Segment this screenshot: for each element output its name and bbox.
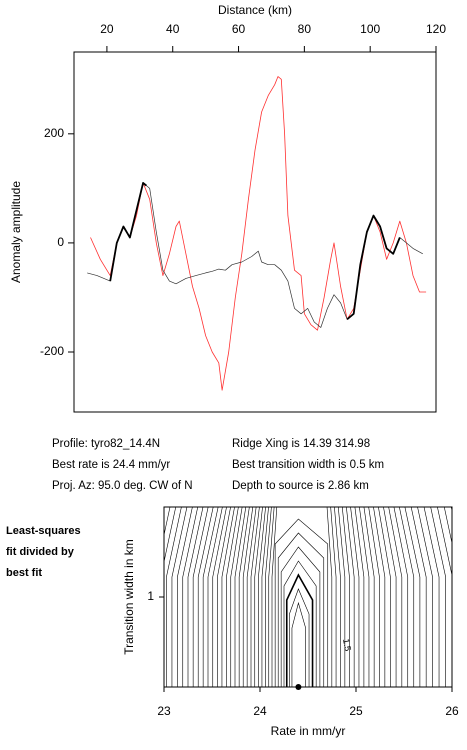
x-tick-label: 26 — [445, 704, 459, 718]
contour-line — [164, 507, 177, 564]
contour-line — [250, 507, 360, 687]
side-label: best fit — [6, 567, 42, 579]
contour-line — [202, 507, 421, 687]
x-tick-label: 60 — [232, 22, 246, 36]
contour-line — [118, 507, 467, 687]
contour-line — [166, 507, 452, 687]
contour-line — [285, 573, 314, 687]
contours — [78, 507, 467, 687]
x-tick-label: 80 — [298, 22, 312, 36]
contour-line — [207, 507, 415, 687]
contour-line — [246, 507, 365, 687]
contour-line — [125, 507, 467, 687]
contour-line — [258, 507, 350, 687]
x-tick-label: 20 — [100, 22, 114, 36]
contour-line — [280, 546, 321, 687]
contour-line — [212, 507, 409, 687]
contour-line — [164, 507, 171, 537]
contour-line — [78, 507, 467, 687]
contour-line — [242, 507, 370, 687]
contour-line — [261, 507, 346, 687]
contour-line — [271, 507, 333, 687]
info-text: Best rate is 24.4 mm/yr — [52, 459, 170, 471]
info-text: Profile: tyro82_14.4N — [52, 438, 160, 450]
x-tick-label: 25 — [349, 704, 363, 718]
info-text: Proj. Az: 95.0 deg. CW of N — [52, 480, 193, 492]
contour-line — [277, 532, 325, 687]
contour-label: 1.5 — [341, 638, 353, 652]
contour-line — [283, 560, 317, 687]
y-tick-label: 0 — [57, 235, 64, 249]
contour-line — [192, 507, 433, 687]
contour-line — [226, 507, 391, 687]
contour-line — [274, 518, 329, 687]
x-tick-label: 120 — [426, 22, 446, 36]
profile-line — [90, 76, 427, 391]
y-axis-label: Transition width in km — [122, 539, 136, 655]
x-tick-label: 40 — [166, 22, 180, 36]
contour-line — [187, 507, 440, 687]
x-tick-label: 100 — [360, 22, 380, 36]
side-label: fit divided by — [6, 546, 75, 558]
contour-line — [238, 507, 375, 687]
contour-line — [197, 507, 427, 687]
y-tick-label: 200 — [44, 126, 64, 140]
info-text: Best transition width is 0.5 km — [232, 459, 384, 471]
contour-line — [85, 507, 467, 687]
x-tick-label: 23 — [157, 704, 171, 718]
contour-line — [217, 507, 403, 687]
info-text: Ridge Xing is 14.39 314.98 — [232, 438, 370, 450]
contour-line — [230, 507, 386, 687]
best-fit-point — [295, 684, 302, 690]
y-tick-label: 1 — [147, 589, 154, 603]
contour-line — [289, 588, 310, 687]
y-tick-label: -200 — [40, 344, 64, 358]
x-axis-label: Distance (km) — [218, 3, 292, 17]
contour-line — [291, 601, 306, 687]
contour-line — [268, 507, 337, 687]
contour-line — [182, 507, 446, 687]
contour-line — [164, 507, 165, 510]
info-text: Depth to source is 2.86 km — [232, 480, 369, 492]
x-tick-label: 24 — [253, 704, 267, 718]
contour-line — [254, 507, 355, 687]
contour-line — [265, 507, 341, 687]
contour-line — [177, 507, 452, 687]
contour-line — [221, 507, 397, 687]
profile-line — [109, 182, 401, 320]
contour-line — [171, 507, 452, 687]
contour-line — [234, 507, 380, 687]
y-axis-label: Anomaly amplitude — [9, 181, 23, 283]
plot-frame — [73, 51, 437, 413]
side-label: Least-squares — [6, 525, 81, 537]
x-axis-label: Rate in mm/yr — [271, 724, 346, 738]
